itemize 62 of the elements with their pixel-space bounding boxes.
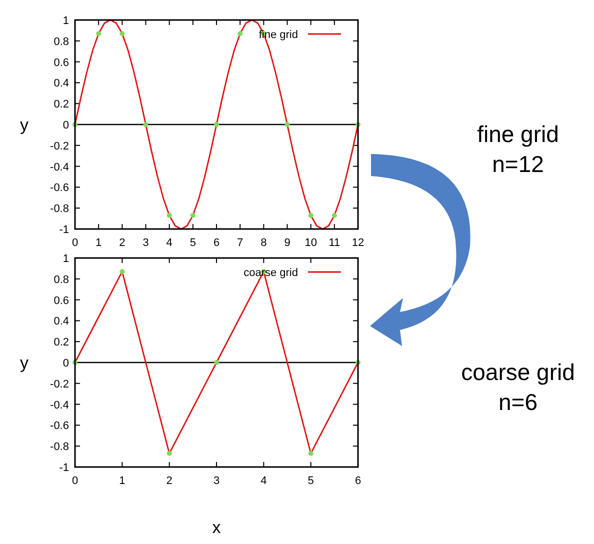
x-tick-label: 3 <box>142 237 149 249</box>
y-tick-label: 0.2 <box>54 336 69 349</box>
x-tick-label: 10 <box>304 237 317 249</box>
y-tick-label: 0.6 <box>54 56 69 69</box>
y-tick-label: -1 <box>59 224 69 236</box>
x-tick-label: 8 <box>260 237 267 249</box>
point <box>214 122 219 127</box>
x-tick-label: 7 <box>237 237 244 249</box>
x-tick-label: 6 <box>354 475 362 487</box>
y-tick-label: 0.4 <box>54 316 69 328</box>
y-tick-label: -0.8 <box>50 441 69 454</box>
x-tick-label: 2 <box>119 237 126 249</box>
point <box>308 450 314 456</box>
y-tick-label: -0.2 <box>50 378 69 390</box>
point <box>238 31 243 36</box>
y-tick-label: -0.6 <box>50 420 69 432</box>
y-tick-label: 0.4 <box>54 78 69 90</box>
point <box>308 212 314 218</box>
point <box>284 122 290 127</box>
x-axis-title: x <box>212 518 222 537</box>
point <box>214 360 219 365</box>
y-tick-label: 0 <box>62 358 69 370</box>
point <box>166 212 172 218</box>
y-tick-label: 0.6 <box>54 294 69 307</box>
point <box>120 31 125 36</box>
y-tick-label: -0.2 <box>50 140 69 152</box>
y-tick-label: -0.4 <box>50 161 69 174</box>
y-tick-label: 1 <box>62 253 69 265</box>
y-tick-label: -1 <box>59 462 69 474</box>
y-axis-title: y <box>20 116 29 134</box>
y-tick-label: -0.6 <box>50 182 69 194</box>
point <box>166 450 172 456</box>
text: coarse grid n=6 <box>461 359 575 415</box>
point <box>96 31 102 36</box>
y-tick-label: 0.8 <box>54 274 69 286</box>
y-tick-label: 0.8 <box>54 36 69 48</box>
x-tick-label: 4 <box>260 475 267 487</box>
x-tick-label: 6 <box>213 237 220 249</box>
x-tick-label: 4 <box>166 237 172 249</box>
x-tick-label: 1 <box>119 475 126 487</box>
x-tick-label: 0 <box>72 237 78 249</box>
y-tick-label: 1 <box>62 15 69 27</box>
x-tick-label: 3 <box>213 475 220 487</box>
y-tick-label: 0.2 <box>54 98 69 111</box>
text: fine grid n=12 <box>477 121 559 177</box>
x-tick-label: 12 <box>352 237 364 249</box>
x-tick-label: 1 <box>96 237 102 249</box>
point <box>143 122 148 127</box>
point <box>120 269 125 274</box>
y-tick-label: 0 <box>62 120 69 132</box>
x-tick-label: 5 <box>308 475 314 487</box>
y-tick-label: -0.4 <box>50 399 69 412</box>
point <box>332 212 337 218</box>
x-tick-label: 11 <box>328 237 340 249</box>
y-axis-title: y <box>20 354 29 372</box>
x-tick-label: 0 <box>72 475 78 487</box>
y-tick-label: -0.8 <box>50 203 69 216</box>
line-series <box>74 19 359 230</box>
x-tick-label: 2 <box>166 475 172 487</box>
x-tick-label: 5 <box>190 237 196 249</box>
point <box>190 212 196 218</box>
x-tick-label: 9 <box>284 237 290 249</box>
